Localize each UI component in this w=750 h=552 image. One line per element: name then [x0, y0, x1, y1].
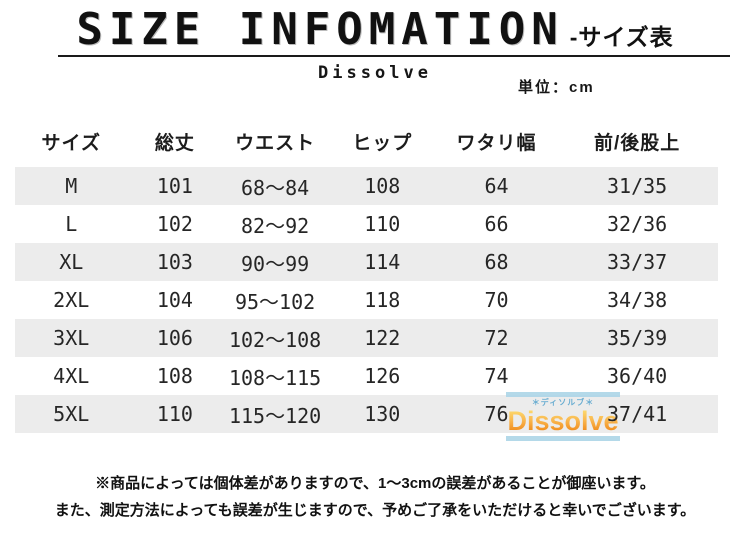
table-cell: 122 [364, 326, 401, 350]
table-row: M 101 68～84 108 64 31/35 [15, 167, 718, 205]
note-line: ※商品によっては個体差がありますので、1～3cmの誤差があることが御座います。 [95, 475, 655, 492]
table-cell: 110 [156, 402, 193, 426]
table-cell: 32/36 [606, 212, 668, 236]
table-cell: 90～99 [240, 251, 310, 276]
title-underline-rule [58, 55, 730, 57]
note-line: また、測定方法によっても誤差が生じますので、予めご了承をいただけると幸いでござい… [54, 502, 696, 519]
table-cell: 37/41 [606, 402, 668, 426]
page-subtitle: -サイズ表 [569, 23, 674, 50]
watermark-bottom-bar [506, 436, 620, 441]
page-header: SIZE INFOMATION -サイズ表 [0, 4, 750, 55]
column-header: 総丈 [154, 132, 195, 154]
table-cell: L [65, 212, 78, 236]
table-header-row: サイズ 総丈 ウエスト ヒップ ワタリ幅 前/後股上 [15, 115, 718, 167]
table-cell: 95～102 [234, 289, 316, 314]
table-cell: 68 [484, 250, 509, 274]
brand-name: Dissolve [318, 63, 432, 83]
table-cell: 36/40 [606, 364, 668, 388]
table-cell: 114 [364, 250, 401, 274]
table-cell: 3XL [53, 326, 90, 350]
watermark-top-bar [506, 392, 620, 397]
table-cell: 101 [156, 174, 193, 198]
table-cell: 2XL [53, 288, 90, 312]
table-cell: XL [59, 250, 84, 274]
table-cell: 106 [156, 326, 193, 350]
table-cell: 115～120 [228, 403, 322, 428]
table-cell: 103 [156, 250, 193, 274]
table-row: XL 103 90～99 114 68 33/37 [15, 243, 718, 281]
table-cell: 130 [364, 402, 401, 426]
table-body: M 101 68～84 108 64 31/35 L 102 82～92 110 66 32/36 XL… [15, 167, 718, 433]
table-cell: 82～92 [240, 213, 310, 238]
unit-label: 単位：cm [518, 79, 595, 96]
column-header: サイズ [41, 132, 101, 154]
table-cell: 5XL [53, 402, 90, 426]
column-header: ワタリ幅 [456, 132, 537, 154]
table-cell: 72 [484, 326, 509, 350]
table-cell: 33/37 [606, 250, 668, 274]
table-row: 4XL 108 108～115 126 74 36/40 [15, 357, 718, 395]
table-cell: 126 [364, 364, 401, 388]
table-row: 5XL 110 115～120 130 76 37/41 [15, 395, 718, 433]
watermark-ruby-text: ＊ディソルブ＊ [531, 398, 595, 407]
table-cell: 4XL [53, 364, 90, 388]
table-cell: 108 [156, 364, 193, 388]
watermark-logo: ＊ディソルブ＊ Dissolve [506, 392, 620, 441]
column-header: 前/後股上 [593, 132, 681, 154]
footer-notes: ※商品によっては個体差がありますので、1～3cmの誤差があることが御座います。 … [0, 470, 750, 524]
page-title: SIZE INFOMATION [76, 4, 564, 55]
table-cell: M [65, 174, 78, 198]
table-cell: 104 [156, 288, 193, 312]
table-cell: 31/35 [606, 174, 668, 198]
table-cell: 70 [484, 288, 509, 312]
column-header: ヒップ [352, 132, 413, 154]
table-cell: 66 [484, 212, 509, 236]
table-cell: 76 [484, 402, 509, 426]
size-table: サイズ 総丈 ウエスト ヒップ ワタリ幅 前/後股上 M 101 68～84 108 64 31/3… [15, 115, 718, 433]
table-cell: 102 [156, 212, 193, 236]
table-cell: 102～108 [228, 327, 322, 352]
table-cell: 64 [484, 174, 509, 198]
table-cell: 110 [364, 212, 401, 236]
column-header: ウエスト [235, 132, 316, 154]
table-cell: 108～115 [228, 365, 322, 390]
table-cell: 108 [364, 174, 401, 198]
table-cell: 34/38 [606, 288, 668, 312]
table-cell: 74 [484, 364, 509, 388]
table-row: L 102 82～92 110 66 32/36 [15, 205, 718, 243]
table-cell: 68～84 [240, 175, 310, 200]
table-row: 3XL 106 102～108 122 72 35/39 [15, 319, 718, 357]
table-cell: 118 [364, 288, 401, 312]
table-cell: 35/39 [606, 326, 668, 350]
table-row: 2XL 104 95～102 118 70 34/38 [15, 281, 718, 319]
watermark-brand-text: Dissolve [507, 406, 619, 436]
